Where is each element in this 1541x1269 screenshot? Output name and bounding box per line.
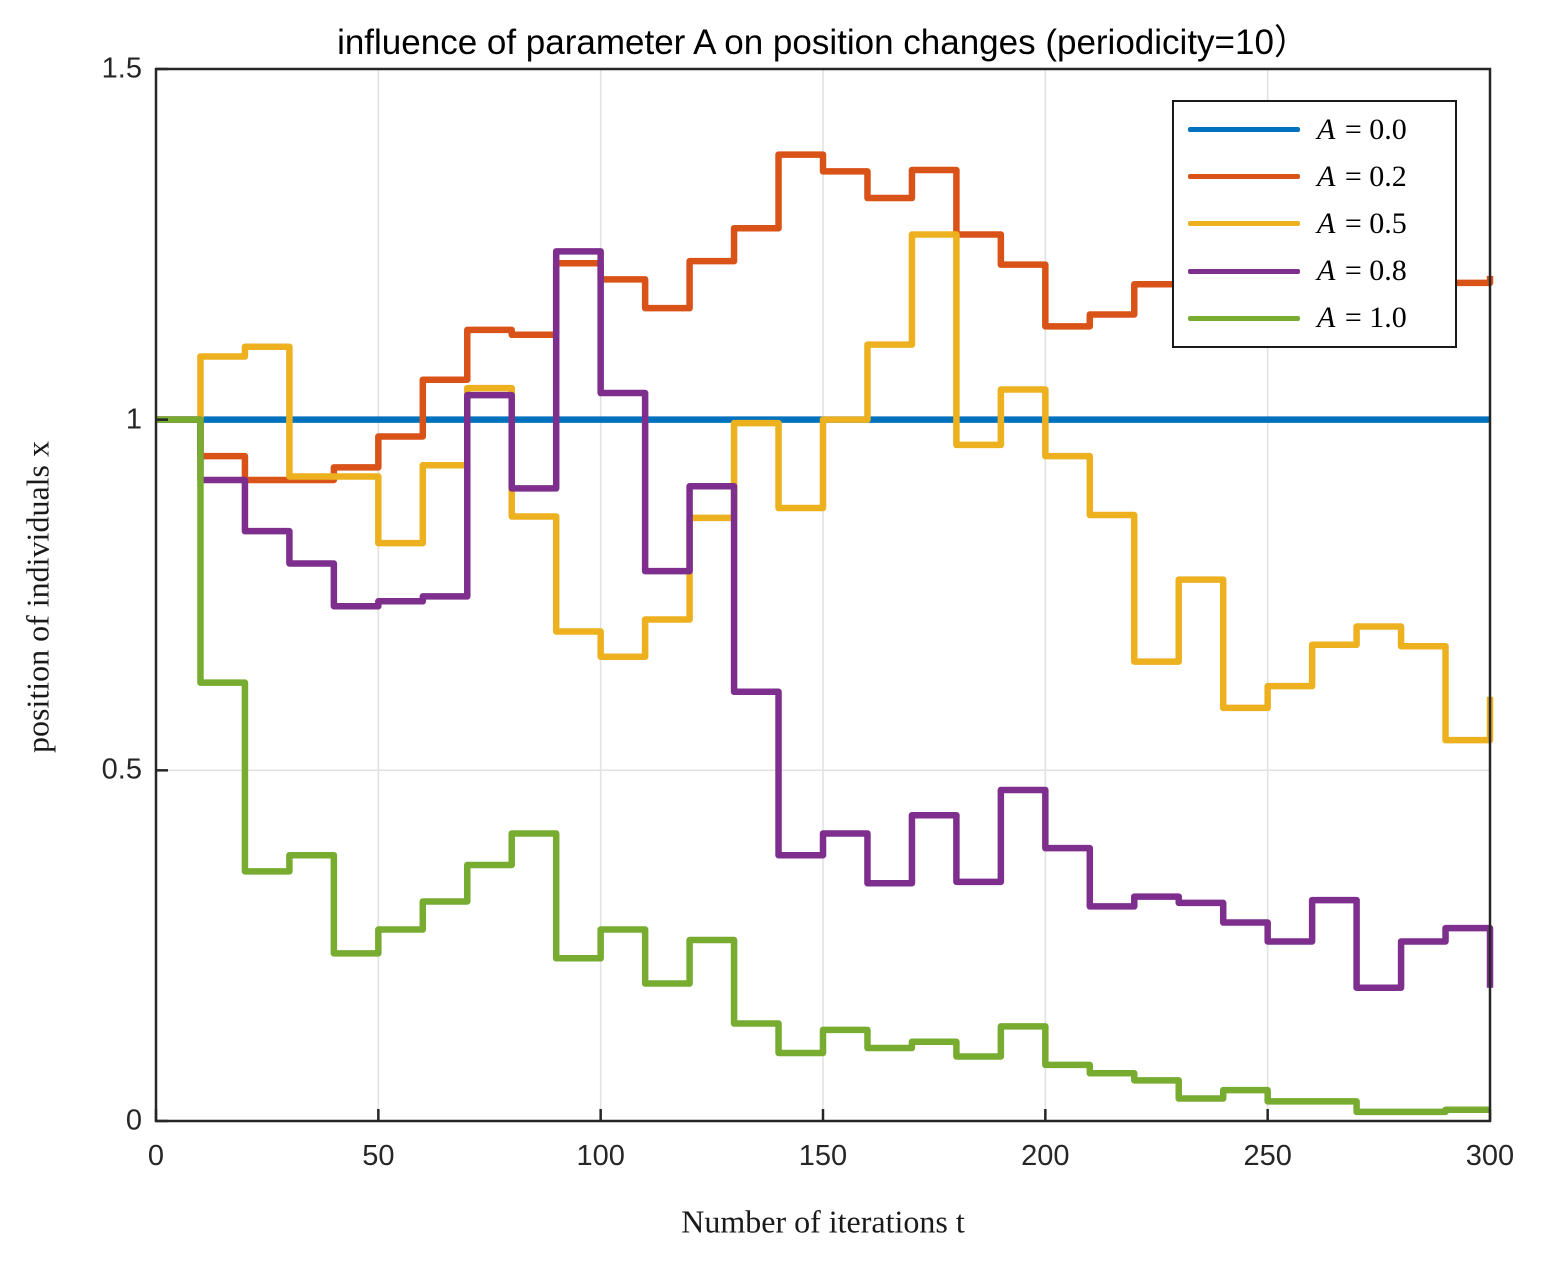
legend-label: A = 0.8 [1317, 254, 1407, 288]
y-tick-label: 0.5 [101, 753, 142, 786]
x-tick-label: 0 [147, 1140, 165, 1172]
legend-item: A = 0.5 [1174, 202, 1455, 246]
y-tick-label: 1 [125, 403, 142, 436]
x-tick-label: 300 [1465, 1140, 1515, 1172]
legend-item: A = 0.0 [1174, 108, 1455, 152]
x-tick-label: 150 [798, 1140, 848, 1172]
series-line-A=0.8 [156, 248, 1494, 991]
x-tick-label: 250 [1243, 1140, 1292, 1172]
chart-title: influence of parameter A on position cha… [337, 23, 1309, 62]
legend-label: A = 1.0 [1317, 301, 1407, 335]
x-tick-label: 200 [1021, 1140, 1070, 1172]
legend-item: A = 0.8 [1174, 249, 1455, 293]
legend-label: A = 0.0 [1317, 112, 1407, 146]
y-tick-label: 1.5 [101, 52, 142, 85]
y-axis-label: position of individuals x [19, 441, 56, 753]
x-tick-label: 50 [362, 1140, 395, 1172]
legend-line-swatch [1188, 268, 1300, 274]
x-tick-label: 100 [576, 1140, 625, 1172]
legend-label: A = 0.5 [1317, 206, 1407, 240]
legend: A = 0.0 A = 0.2 A = 0.5 A = 0.8 A = 1.0 [1172, 100, 1457, 348]
legend-line-swatch [1188, 174, 1300, 180]
x-axis-label: Number of iterations t [681, 1203, 965, 1240]
legend-item: A = 0.2 [1174, 155, 1455, 199]
legend-line-swatch [1188, 127, 1300, 133]
series-line-A=1.0 [156, 416, 1490, 1116]
y-tick-label: 0 [125, 1104, 142, 1137]
series-line-A=0.5 [156, 231, 1494, 744]
legend-item: A = 1.0 [1174, 296, 1455, 340]
legend-line-swatch [1188, 315, 1300, 321]
legend-label: A = 0.2 [1317, 159, 1407, 193]
legend-line-swatch [1188, 221, 1300, 227]
